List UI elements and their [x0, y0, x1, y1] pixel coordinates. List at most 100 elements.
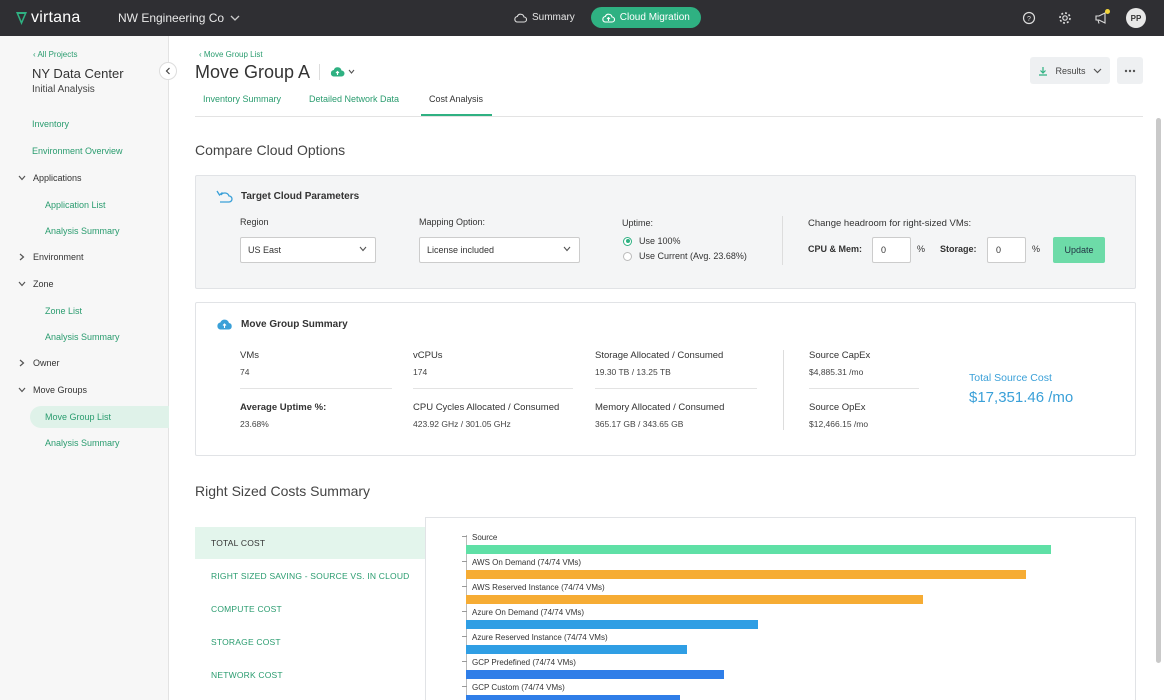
panel-title: Move Group Summary	[241, 318, 348, 330]
sidebar-item-move-group-list[interactable]: Move Group List	[45, 412, 112, 422]
avatar[interactable]: PP	[1126, 8, 1146, 28]
org-selector[interactable]: NW Engineering Co	[118, 11, 240, 25]
page-title: Move Group A	[195, 62, 311, 82]
sidebar-group-label: Applications	[33, 173, 82, 183]
announcements-button[interactable]	[1090, 7, 1112, 29]
cost-menu-compute-cost[interactable]: COMPUTE COST	[211, 604, 282, 614]
chart-bar[interactable]	[466, 670, 724, 679]
breadcrumb[interactable]: ‹ Move Group List	[199, 50, 263, 59]
breadcrumb-label: Move Group List	[203, 50, 263, 59]
sidebar-selection-highlight	[30, 406, 169, 428]
cost-menu-total-cost[interactable]: TOTAL COST	[211, 538, 266, 548]
org-name: NW Engineering Co	[118, 11, 225, 25]
help-button[interactable]: ?	[1018, 7, 1040, 29]
headroom-label: Change headroom for right-sized VMs:	[808, 218, 972, 229]
divider	[782, 216, 783, 265]
virtana-logo[interactable]: virtana	[16, 9, 80, 27]
cpu-mem-input[interactable]: 0	[872, 237, 911, 263]
sidebar-group-zone[interactable]: Zone	[18, 279, 54, 289]
compare-cloud-options-title: Compare Cloud Options	[195, 142, 346, 158]
cloud-upload-icon	[330, 67, 345, 77]
sidebar-item-application-list[interactable]: Application List	[45, 200, 106, 210]
results-button[interactable]: Results	[1030, 57, 1110, 84]
tab-bar: Inventory Summary Detailed Network Data …	[195, 88, 1143, 117]
sidebar-item-zone-analysis-summary[interactable]: Analysis Summary	[45, 332, 120, 342]
chart-bar[interactable]	[466, 620, 758, 629]
toolbar: ? PP	[1018, 7, 1146, 29]
sidebar-item-inventory[interactable]: Inventory	[32, 119, 70, 129]
sidebar-group-environment[interactable]: Environment	[18, 252, 84, 262]
cpu-mem-label: CPU & Mem:	[808, 244, 863, 254]
chevron-down-icon	[18, 387, 26, 393]
update-button[interactable]: Update	[1053, 237, 1105, 263]
chevron-down-icon	[359, 246, 367, 252]
all-projects-link[interactable]: ‹ All Projects	[33, 50, 78, 59]
uptime-option-100[interactable]: Use 100%	[623, 236, 681, 246]
active-tab-indicator	[421, 114, 492, 116]
chart-tick	[462, 636, 467, 637]
sidebar-item-environment-overview[interactable]: Environment Overview	[32, 146, 123, 156]
settings-button[interactable]	[1054, 7, 1076, 29]
tab-inventory-summary[interactable]: Inventory Summary	[203, 94, 282, 104]
chart-bar[interactable]	[466, 645, 687, 654]
memory-label: Memory Allocated / Consumed	[595, 402, 725, 413]
cloud-target-dropdown[interactable]	[330, 66, 355, 77]
cloud-migrate-icon	[216, 190, 233, 203]
sidebar-group-applications[interactable]: Applications	[18, 173, 82, 183]
logo-text: virtana	[31, 9, 81, 26]
sidebar-group-move-groups[interactable]: Move Groups	[18, 385, 87, 395]
collapse-sidebar-button[interactable]	[159, 62, 177, 80]
sidebar-item-zone-list[interactable]: Zone List	[45, 306, 83, 316]
mapping-option-value: License included	[427, 245, 495, 255]
sidebar-item-applications-analysis-summary[interactable]: Analysis Summary	[45, 226, 120, 236]
region-label: Region	[240, 217, 269, 227]
chevron-right-icon	[19, 253, 25, 261]
chart-bar[interactable]	[466, 570, 1026, 579]
chart-bar[interactable]	[466, 695, 680, 700]
uptime-option-current[interactable]: Use Current (Avg. 23.68%)	[623, 251, 747, 261]
sidebar-group-label: Environment	[33, 252, 84, 262]
region-select[interactable]: US East	[240, 237, 376, 263]
svg-text:?: ?	[1027, 16, 1031, 23]
chart-tick	[462, 561, 467, 562]
chevron-down-icon	[348, 69, 355, 74]
storage-headroom-input[interactable]: 0	[987, 237, 1026, 263]
divider	[783, 350, 784, 430]
chart-tick	[462, 536, 467, 537]
panel-header: Move Group Summary	[216, 318, 348, 330]
tab-cost-analysis[interactable]: Cost Analysis	[429, 94, 484, 104]
radio-selected[interactable]	[623, 236, 632, 246]
tab-detailed-network-data[interactable]: Detailed Network Data	[309, 94, 400, 104]
uptime-option-label: Use 100%	[639, 236, 681, 246]
chart-bar[interactable]	[466, 545, 1051, 554]
notification-dot	[1105, 9, 1110, 14]
storage-label: Storage Allocated / Consumed	[595, 350, 724, 361]
more-options-button[interactable]	[1117, 57, 1143, 84]
mapping-option-select[interactable]: License included	[419, 237, 580, 263]
cpu-cycles-value: 423.92 GHz / 301.05 GHz	[413, 419, 511, 429]
nav-cloud-migration-label: Cloud Migration	[619, 12, 690, 23]
storage-headroom-label: Storage:	[940, 244, 977, 254]
sidebar-group-label: Zone	[33, 279, 54, 289]
cloud-upload-icon	[602, 13, 615, 23]
sidebar-item-move-groups-analysis-summary[interactable]: Analysis Summary	[45, 438, 120, 448]
scrollbar[interactable]	[1156, 118, 1161, 663]
radio-unselected[interactable]	[623, 251, 632, 261]
divider	[240, 388, 392, 389]
move-group-summary-panel: Move Group Summary VMs 74 Average Uptime…	[195, 302, 1136, 456]
cost-menu-storage-cost[interactable]: STORAGE COST	[211, 637, 281, 647]
sidebar-group-owner[interactable]: Owner	[18, 358, 60, 368]
bar-label: Azure Reserved Instance (74/74 VMs)	[472, 633, 608, 642]
percent-sign: %	[1032, 244, 1041, 254]
cost-menu-network-cost[interactable]: NETWORK COST	[211, 670, 283, 680]
cost-menu-right-sized-saving[interactable]: RIGHT SIZED SAVING - SOURCE VS. IN CLOUD	[211, 571, 410, 581]
nav-cloud-migration[interactable]: Cloud Migration	[590, 7, 701, 28]
vcpus-value: 174	[413, 367, 428, 377]
chart-bar[interactable]	[466, 595, 923, 604]
divider	[595, 388, 757, 389]
percent-sign: %	[917, 244, 926, 254]
cloud-upload-icon	[217, 319, 232, 330]
uptime-option-label: Use Current (Avg. 23.68%)	[639, 251, 747, 261]
chevron-down-icon	[18, 175, 26, 181]
nav-summary[interactable]: Summary	[508, 8, 581, 27]
